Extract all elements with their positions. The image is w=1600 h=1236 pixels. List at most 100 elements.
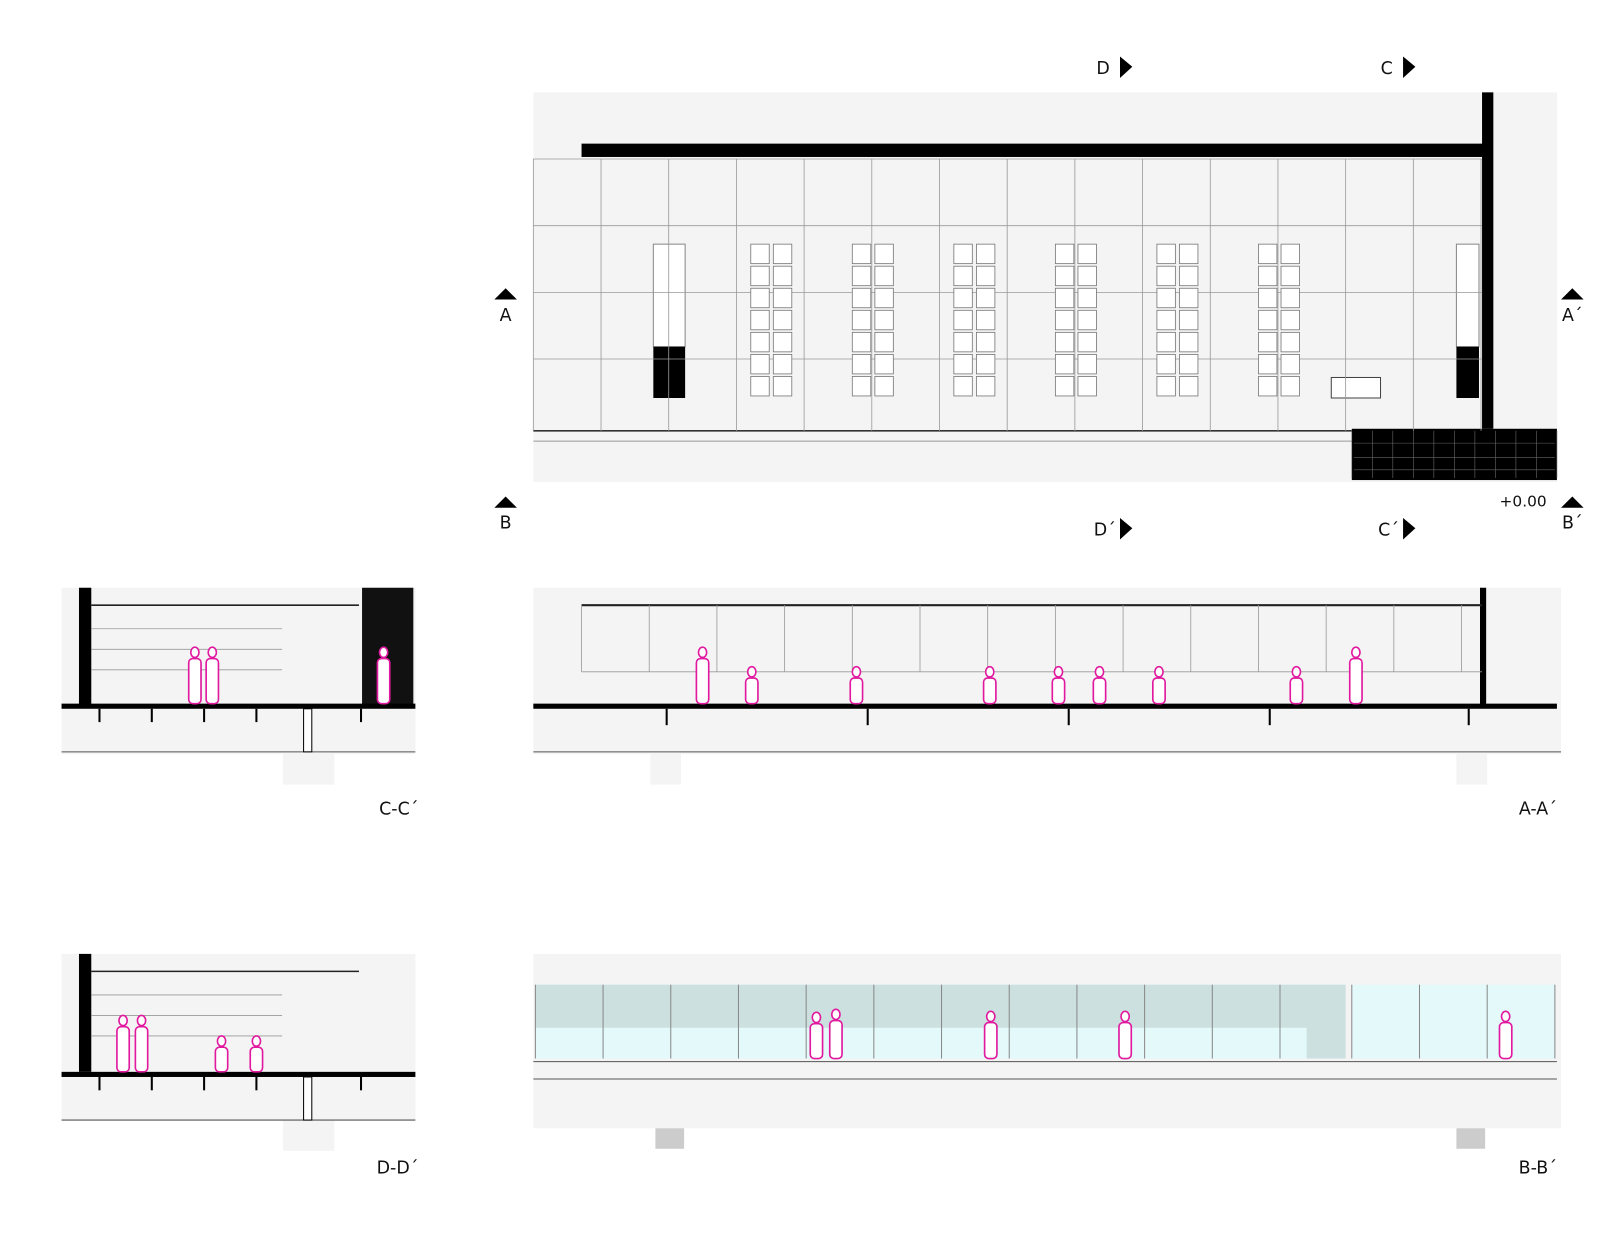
cut-arrow <box>1561 288 1584 300</box>
seat <box>953 353 973 375</box>
seat <box>1156 353 1176 375</box>
cut-label: D´ <box>1094 520 1116 540</box>
person-figure <box>984 665 995 678</box>
cut-label: A <box>500 306 512 326</box>
seat <box>1179 309 1199 331</box>
person-figure <box>811 1011 822 1024</box>
cut-label: C´ <box>1378 520 1399 540</box>
seat <box>1258 309 1278 331</box>
seat <box>750 331 770 353</box>
seat <box>1179 353 1199 375</box>
seat <box>772 331 793 353</box>
seat <box>1054 309 1075 331</box>
seat <box>1280 309 1300 331</box>
person-figure <box>1348 657 1363 705</box>
seat <box>1077 265 1097 287</box>
seat <box>953 309 973 331</box>
seat <box>1077 309 1097 331</box>
footing <box>650 753 682 785</box>
plan-block <box>1456 346 1479 398</box>
section-background <box>61 953 416 1121</box>
seat <box>1280 287 1300 309</box>
cut-arrow <box>1120 56 1133 78</box>
person-figure <box>376 657 391 705</box>
seat <box>1054 376 1075 397</box>
seat <box>1179 265 1199 287</box>
person-figure <box>134 1025 149 1073</box>
seat <box>851 243 872 265</box>
seat <box>1054 353 1075 375</box>
seat <box>1179 376 1199 397</box>
seat <box>750 376 770 397</box>
seat <box>874 309 894 331</box>
person-figure <box>851 665 862 678</box>
person-figure <box>187 657 202 705</box>
cut-arrow <box>1561 496 1584 508</box>
seat <box>1077 376 1097 397</box>
person-figure <box>809 1022 824 1060</box>
column <box>303 708 313 753</box>
seat <box>1258 353 1278 375</box>
wall <box>1480 587 1487 706</box>
section-label: A-A´ <box>1519 799 1557 819</box>
wall <box>78 587 92 706</box>
person-figure <box>189 646 200 659</box>
person-figure <box>1094 665 1105 678</box>
person-figure <box>849 677 864 705</box>
person-figure <box>1291 665 1302 678</box>
drawing-linework <box>61 92 1562 1151</box>
slab <box>533 703 1557 709</box>
person-figure <box>1500 1010 1511 1023</box>
person-figure <box>1118 1021 1133 1060</box>
person-figure <box>828 1019 843 1060</box>
cut-label: B´ <box>1562 513 1583 533</box>
seat <box>1179 331 1199 353</box>
person-figure <box>1051 677 1066 705</box>
person-figure <box>251 1035 262 1048</box>
seat <box>1280 331 1300 353</box>
person-figure <box>697 646 708 659</box>
slab <box>61 1071 416 1077</box>
seat <box>1077 353 1097 375</box>
person-figure <box>116 1025 131 1073</box>
seat <box>1156 265 1176 287</box>
seat <box>1054 331 1075 353</box>
seat <box>1179 287 1199 309</box>
seat <box>874 265 894 287</box>
cut-arrow <box>1403 56 1416 78</box>
footing <box>283 753 335 785</box>
seat <box>772 265 793 287</box>
seat <box>975 376 996 397</box>
person-figure <box>695 657 710 705</box>
seat <box>772 309 793 331</box>
seat <box>750 265 770 287</box>
seat <box>851 309 872 331</box>
seat <box>953 265 973 287</box>
seat <box>953 287 973 309</box>
glazing <box>1351 984 1555 1059</box>
slab <box>61 703 416 709</box>
footing <box>1456 753 1488 785</box>
seat <box>851 331 872 353</box>
person-figure <box>249 1046 264 1073</box>
seat <box>874 331 894 353</box>
seat <box>772 243 793 265</box>
plan-desk <box>1330 376 1382 399</box>
footing <box>283 1120 335 1151</box>
person-figure <box>1120 1010 1131 1023</box>
seat <box>750 309 770 331</box>
column <box>303 1076 313 1121</box>
seat <box>851 376 872 397</box>
person-figure <box>207 646 218 659</box>
seat <box>1156 243 1176 265</box>
seat <box>975 265 996 287</box>
cut-marks: D C A A´ B B´ D´ C´ +0.00 <box>494 56 1584 540</box>
seat <box>874 287 894 309</box>
level-label: +0.00 <box>1500 493 1547 511</box>
seat <box>1156 376 1176 397</box>
seat <box>874 353 894 375</box>
person-figure <box>744 677 759 705</box>
footing <box>1456 1128 1486 1149</box>
footing <box>655 1128 685 1149</box>
